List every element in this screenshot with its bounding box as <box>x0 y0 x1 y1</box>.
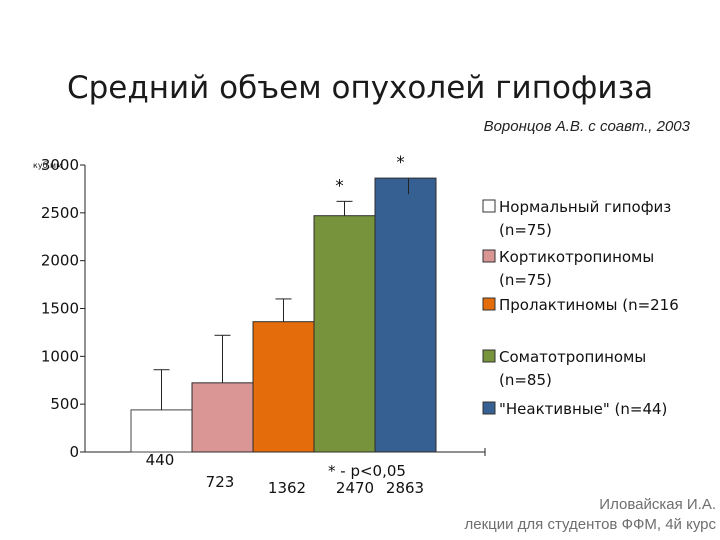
credit-course: лекции для студентов ФФМ, 4й курс <box>464 516 717 533</box>
author-credit: Иловайская И.А. лекции для студентов ФФМ… <box>465 495 717 535</box>
bar <box>313 215 376 453</box>
y-tick-label: 0 <box>69 443 79 461</box>
value-labels-group: 440 723 1362 * 2470 * 2863 <box>146 153 424 497</box>
bar <box>374 177 437 453</box>
value-label: 2470 <box>336 479 374 497</box>
bar <box>191 382 254 453</box>
legend: Нормальный гипофиз (n=75) Кортикотропиномы… <box>482 198 679 418</box>
significance-note: * - p<0,05 <box>328 462 406 480</box>
y-tick-label: 3000 <box>41 156 79 174</box>
legend-swatch <box>482 349 496 363</box>
legend-swatch <box>482 199 496 213</box>
legend-label-continued: (n=75) <box>499 271 552 289</box>
value-label: 2863 <box>386 479 424 497</box>
value-label: 1362 <box>268 479 306 497</box>
value-label: 723 <box>206 473 235 491</box>
y-axis-unit-label: куб.мм <box>33 161 62 170</box>
legend-label: "Неактивные" (n=44) <box>499 400 667 418</box>
legend-label-continued: (n=85) <box>499 371 552 389</box>
bar <box>130 409 193 453</box>
legend-swatch <box>482 401 496 415</box>
bars-group <box>130 177 437 453</box>
page-title: Средний объем опухолей гипофиза <box>66 70 654 106</box>
axis-group: 0 500 1000 1500 2000 2500 3000 <box>41 156 486 461</box>
chart-subtitle: Воронцов А.В. с соавт., 2003 <box>483 118 690 135</box>
bar <box>252 321 315 453</box>
y-tick-label: 2500 <box>41 204 79 222</box>
legend-label: Нормальный гипофиз <box>499 198 671 216</box>
y-tick-label: 2000 <box>41 252 79 270</box>
y-tick-label: 1000 <box>41 347 79 365</box>
legend-label: Соматотропиномы <box>499 348 646 366</box>
y-tick-label: 500 <box>50 395 79 413</box>
value-label: 440 <box>146 451 175 469</box>
legend-label-continued: (n=75) <box>499 221 552 239</box>
legend-swatch <box>482 249 496 263</box>
credit-name: Иловайская И.А. <box>599 496 716 513</box>
legend-label: Пролактиномы (n=216 <box>499 296 679 314</box>
significance-star: * <box>396 153 405 173</box>
significance-star: * <box>335 176 344 196</box>
y-tick-label: 1500 <box>41 300 79 318</box>
legend-swatch <box>482 297 496 311</box>
legend-label: Кортикотропиномы <box>499 248 654 266</box>
